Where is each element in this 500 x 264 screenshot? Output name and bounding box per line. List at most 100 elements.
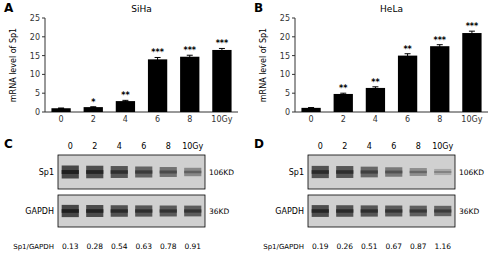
y-axis (295, 18, 296, 112)
column-header: 10Gy (182, 142, 203, 151)
bar (430, 46, 449, 112)
column-header: 6 (141, 142, 146, 151)
band (385, 206, 402, 217)
error-cap (405, 57, 411, 58)
bar (334, 94, 353, 112)
band-core (184, 209, 201, 212)
significance-label: ** (121, 91, 130, 100)
bar (84, 107, 103, 112)
x-axis (45, 112, 238, 113)
band-core (361, 209, 378, 212)
band-core (361, 170, 378, 173)
band-core (336, 170, 353, 174)
bar (51, 108, 70, 112)
blot-background (58, 195, 205, 227)
band-core (111, 170, 128, 174)
band-core (135, 209, 152, 212)
x-tick-label: 6 (155, 115, 160, 124)
bar (180, 57, 199, 112)
band-outer (410, 206, 427, 217)
x-tick-label: 4 (123, 115, 128, 124)
significance-label: *** (216, 39, 229, 48)
band (184, 206, 201, 217)
band-outer (184, 168, 201, 176)
x-tick-label: 4 (373, 115, 378, 124)
band-outer (361, 167, 378, 178)
significance-label: *** (183, 46, 196, 55)
x-tick-label: 6 (405, 115, 410, 124)
band-core (184, 171, 201, 174)
band-core (434, 209, 451, 212)
y-tick-label: 5 (35, 89, 40, 98)
band-outer (312, 166, 329, 178)
panel: BHeLamRNA level of Sp10510152025********… (254, 1, 488, 124)
error-bar (187, 55, 193, 58)
panel-label: D (254, 137, 264, 151)
band-outer (410, 168, 427, 176)
error-cap (155, 61, 161, 62)
band-core (312, 170, 329, 174)
ratio-value: 0.54 (111, 242, 128, 251)
band (336, 205, 353, 217)
band-core (160, 209, 177, 212)
figure: ASiHamRNA level of Sp10510152025********… (0, 0, 500, 264)
band-core (336, 209, 353, 212)
panel-label: B (254, 1, 263, 15)
error-cap (437, 47, 443, 48)
ratio-value: 1.16 (434, 242, 451, 251)
bar (462, 33, 481, 112)
bar (148, 59, 167, 112)
column-header: 2 (92, 142, 97, 151)
column-header: 2 (342, 142, 347, 151)
band (385, 167, 402, 176)
error-bar (155, 57, 161, 61)
x-tick-label: 8 (437, 115, 442, 124)
error-cap (308, 108, 314, 109)
row-label: GAPDH (25, 207, 54, 216)
band-core (111, 209, 128, 212)
y-tick-label: 5 (285, 89, 290, 98)
y-tick-label: 15 (280, 52, 290, 61)
x-tick-label: 2 (91, 115, 96, 124)
band-outer (336, 205, 353, 217)
x-tick-label: 10Gy (211, 115, 232, 124)
x-axis (295, 112, 488, 113)
band-core (62, 209, 79, 213)
y-tick-label: 0 (285, 108, 290, 117)
band-outer (312, 205, 329, 217)
y-tick-label: 25 (280, 14, 290, 23)
column-header: 4 (117, 142, 122, 151)
error-bar (469, 31, 475, 35)
x-tick-label: 8 (187, 115, 192, 124)
error-bar (437, 45, 443, 48)
bar (301, 108, 320, 112)
band (434, 169, 451, 175)
band-core (160, 171, 177, 174)
row-label: Sp1 (289, 168, 304, 177)
error-cap (219, 51, 225, 52)
panel-label: C (4, 137, 13, 151)
panel: C0246810GySp1106KDGAPDH36KDSp1/GAPDH0.13… (4, 137, 234, 251)
y-tick-label: 10 (30, 70, 40, 79)
y-tick-label: 0 (35, 108, 40, 117)
error-line (157, 57, 158, 61)
band-core (385, 171, 402, 174)
error-cap (187, 58, 193, 59)
band (410, 168, 427, 176)
error-bar (219, 48, 225, 51)
column-header: 6 (391, 142, 396, 151)
band-outer (385, 167, 402, 176)
band-outer (62, 205, 79, 217)
significance-label: ** (339, 84, 348, 93)
y-tick-label: 25 (30, 14, 40, 23)
panel: D0246810GySp1106KDGAPDH36KDSp1/GAPDH0.19… (254, 137, 484, 251)
error-cap (469, 34, 475, 35)
band-outer (86, 205, 103, 217)
band (361, 205, 378, 216)
error-bar (58, 108, 64, 109)
ratio-value: 0.78 (160, 242, 177, 251)
error-cap (308, 107, 314, 108)
error-line (407, 54, 408, 58)
y-axis-label: mRNA level of Sp1 (259, 28, 268, 102)
ratio-value: 0.87 (410, 242, 427, 251)
